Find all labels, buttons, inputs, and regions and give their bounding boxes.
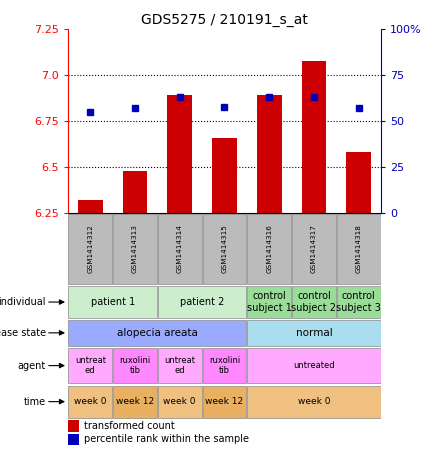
Bar: [113, 386, 157, 418]
Bar: [78, 200, 102, 213]
Text: patient 1: patient 1: [91, 297, 135, 307]
Title: GDS5275 / 210191_s_at: GDS5275 / 210191_s_at: [141, 13, 308, 27]
Text: GSM1414316: GSM1414316: [266, 225, 272, 274]
Text: week 0: week 0: [163, 397, 196, 406]
Text: GSM1414317: GSM1414317: [311, 225, 317, 274]
Bar: [247, 348, 381, 384]
Bar: [292, 286, 336, 318]
Text: week 0: week 0: [298, 397, 330, 406]
Bar: [257, 96, 282, 213]
Bar: [346, 152, 371, 213]
Bar: [337, 214, 381, 284]
Bar: [68, 386, 112, 418]
Bar: [68, 214, 112, 284]
Bar: [158, 214, 201, 284]
Text: alopecia areata: alopecia areata: [117, 328, 198, 338]
Bar: [68, 320, 247, 346]
Text: control
subject 2: control subject 2: [291, 291, 336, 313]
Text: control
subject 1: control subject 1: [247, 291, 292, 313]
Text: GSM1414318: GSM1414318: [356, 225, 362, 274]
Text: GSM1414312: GSM1414312: [87, 225, 93, 274]
Bar: [337, 286, 381, 318]
Text: ruxolini
tib: ruxolini tib: [209, 356, 240, 375]
Text: week 0: week 0: [74, 397, 106, 406]
Bar: [68, 420, 79, 432]
Bar: [247, 386, 381, 418]
Bar: [68, 286, 157, 318]
Text: transformed count: transformed count: [84, 421, 174, 431]
Bar: [212, 138, 237, 213]
Text: untreated: untreated: [293, 361, 335, 370]
Text: GSM1414313: GSM1414313: [132, 225, 138, 274]
Text: untreat
ed: untreat ed: [164, 356, 195, 375]
Bar: [158, 286, 247, 318]
Bar: [158, 348, 201, 384]
Text: normal: normal: [296, 328, 332, 338]
Bar: [202, 214, 247, 284]
Bar: [247, 286, 291, 318]
Text: week 12: week 12: [116, 397, 154, 406]
Text: GSM1414314: GSM1414314: [177, 225, 183, 274]
Text: time: time: [24, 397, 46, 407]
Bar: [68, 434, 79, 445]
Bar: [247, 320, 381, 346]
Bar: [158, 386, 201, 418]
Bar: [113, 348, 157, 384]
Text: untreat
ed: untreat ed: [75, 356, 106, 375]
Text: percentile rank within the sample: percentile rank within the sample: [84, 434, 248, 444]
Text: ruxolini
tib: ruxolini tib: [120, 356, 151, 375]
Bar: [68, 348, 112, 384]
Bar: [292, 214, 336, 284]
Bar: [167, 96, 192, 213]
Text: GSM1414315: GSM1414315: [222, 225, 227, 274]
Bar: [202, 348, 247, 384]
Bar: [202, 386, 247, 418]
Text: agent: agent: [18, 361, 46, 371]
Text: individual: individual: [0, 297, 46, 307]
Text: control
subject 3: control subject 3: [336, 291, 381, 313]
Text: disease state: disease state: [0, 328, 46, 338]
Bar: [302, 61, 326, 213]
Bar: [113, 214, 157, 284]
Text: patient 2: patient 2: [180, 297, 224, 307]
Bar: [247, 214, 291, 284]
Text: week 12: week 12: [205, 397, 244, 406]
Bar: [123, 171, 147, 213]
